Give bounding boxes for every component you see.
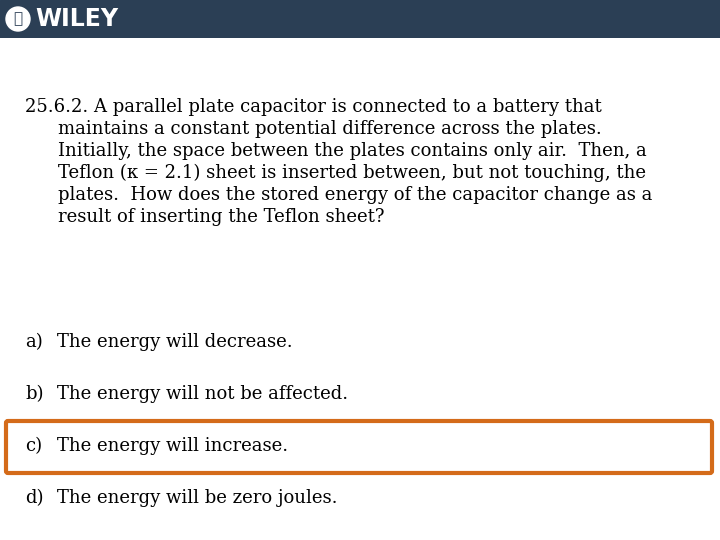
Text: Teflon (κ = 2.1) sheet is inserted between, but not touching, the: Teflon (κ = 2.1) sheet is inserted betwe… [58, 164, 646, 183]
Text: maintains a constant potential difference across the plates.: maintains a constant potential differenc… [58, 120, 602, 138]
Text: The energy will increase.: The energy will increase. [57, 437, 288, 455]
Text: 25.6.2. A parallel plate capacitor is connected to a battery that: 25.6.2. A parallel plate capacitor is co… [25, 98, 602, 116]
Text: The energy will be zero joules.: The energy will be zero joules. [57, 489, 338, 507]
Text: result of inserting the Teflon sheet?: result of inserting the Teflon sheet? [58, 208, 384, 226]
Text: The energy will not be affected.: The energy will not be affected. [57, 385, 348, 403]
Text: b): b) [25, 385, 43, 403]
Text: Ⓦ: Ⓦ [14, 11, 22, 26]
Text: The energy will decrease.: The energy will decrease. [57, 333, 292, 351]
Text: c): c) [25, 437, 42, 455]
Text: plates.  How does the stored energy of the capacitor change as a: plates. How does the stored energy of th… [58, 186, 652, 204]
Text: d): d) [25, 489, 43, 507]
Circle shape [6, 7, 30, 31]
Text: WILEY: WILEY [35, 7, 118, 31]
FancyBboxPatch shape [6, 421, 712, 473]
Text: Initially, the space between the plates contains only air.  Then, a: Initially, the space between the plates … [58, 142, 647, 160]
Text: a): a) [25, 333, 42, 351]
